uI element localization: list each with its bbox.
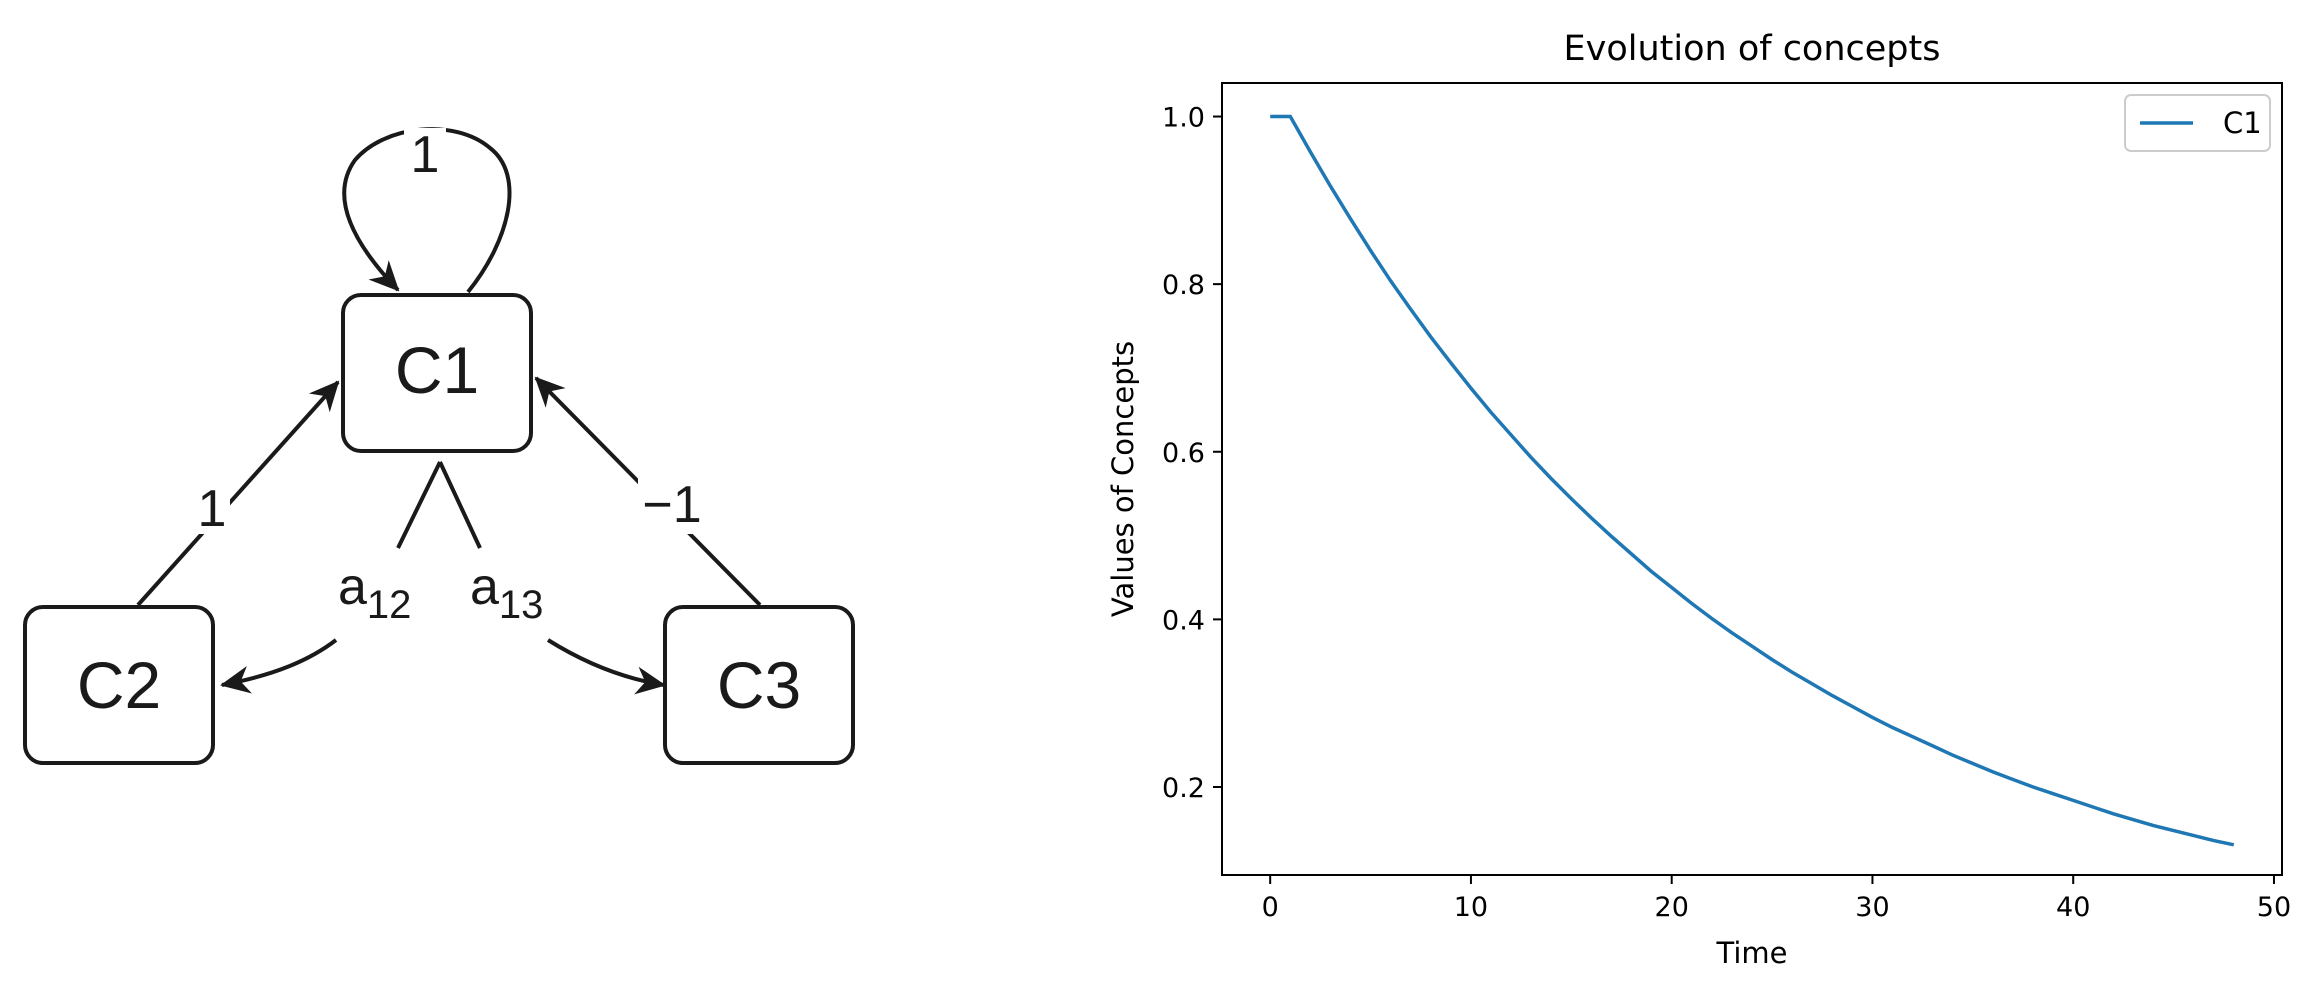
edge-label-c1-c3: a13: [470, 558, 543, 627]
y-axis-label: Values of Concepts: [1106, 341, 1140, 617]
chart-title: Evolution of concepts: [1564, 29, 1941, 69]
edge-c1-c2: [222, 461, 442, 685]
x-tick-label: 50: [2257, 892, 2291, 923]
edge-label-c2-c1: 1: [198, 480, 227, 538]
edge-c2-c1: [136, 380, 340, 607]
x-tick-label: 0: [1262, 892, 1279, 923]
node-c2-label: C2: [77, 648, 161, 722]
y-tick-label: 1.0: [1162, 103, 1205, 134]
legend-label-c1: C1: [2223, 106, 2262, 140]
x-tick-label: 20: [1655, 892, 1689, 923]
y-tick-label: 0.2: [1162, 773, 1205, 804]
node-c2: C2: [23, 605, 215, 765]
x-axis-label: Time: [1716, 936, 1788, 970]
y-tick-label: 0.6: [1162, 438, 1205, 469]
plot-area: [1221, 82, 2283, 876]
edge-c1-c3: [438, 461, 664, 685]
x-axis: 0 10 20 30 40 50: [1262, 875, 2291, 923]
x-tick-label: 10: [1454, 892, 1488, 923]
line-chart: Evolution of concepts 0 10 20 30 40 50 0.2 0.4…: [1106, 29, 2291, 970]
node-c3: C3: [663, 605, 855, 765]
x-tick-label: 30: [1855, 892, 1889, 923]
node-c1: C1: [341, 293, 533, 453]
node-c1-label: C1: [395, 333, 479, 407]
x-tick-label: 40: [2056, 892, 2090, 923]
edge-label-c1-c1: 1: [411, 126, 440, 184]
series-line-c1: [1270, 114, 2235, 847]
legend-box: [2124, 94, 2271, 152]
concept-map-diagram: 1 1 −1 a12 a13 C1 C2 C3: [23, 126, 855, 765]
y-axis: 0.2 0.4 0.6 0.8 1.0: [1162, 103, 1222, 804]
edge-label-c1-c2: a12: [338, 558, 411, 627]
legend: C1: [2124, 94, 2271, 152]
node-c3-label: C3: [717, 648, 801, 722]
y-tick-label: 0.4: [1162, 605, 1205, 636]
edge-label-c3-c1: −1: [642, 476, 701, 534]
y-tick-label: 0.8: [1162, 270, 1205, 301]
